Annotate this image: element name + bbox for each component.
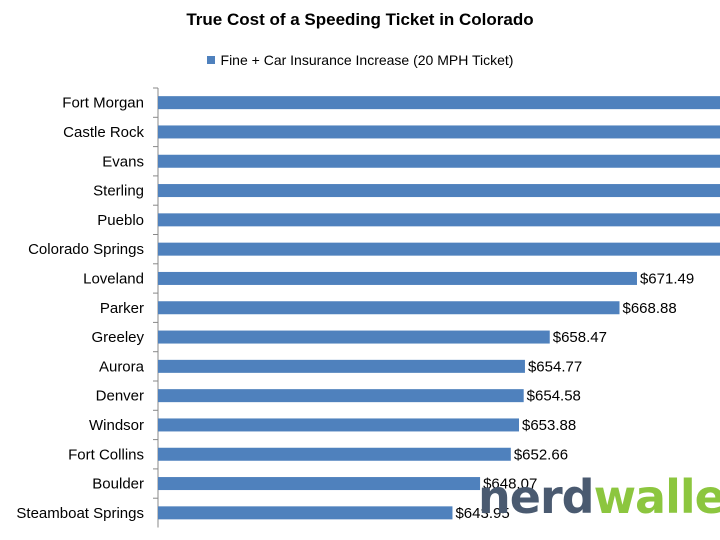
- bar: [158, 359, 525, 373]
- bar: [158, 477, 481, 491]
- data-label: $654.58: [527, 388, 581, 405]
- bar: [158, 301, 620, 315]
- category-label: Loveland: [83, 270, 144, 287]
- bar: [158, 213, 720, 227]
- data-label: $648.07: [483, 476, 537, 493]
- bar: [158, 271, 637, 285]
- bar: [158, 330, 550, 344]
- chart-title: True Cost of a Speeding Ticket in Colora…: [186, 10, 534, 29]
- category-label: Greeley: [91, 329, 144, 346]
- logo-part-nerd: nerd: [478, 470, 595, 524]
- nerdwallet-logo: nerdwallet: [478, 474, 720, 520]
- data-label: $643.95: [455, 505, 509, 522]
- category-label: Denver: [96, 388, 144, 405]
- bar: [158, 506, 453, 520]
- legend-label: Fine + Car Insurance Increase (20 MPH Ti…: [220, 52, 514, 68]
- category-label: Castle Rock: [63, 124, 144, 141]
- data-label: $671.49: [640, 270, 694, 287]
- data-label: $668.88: [622, 300, 676, 317]
- category-label: Aurora: [99, 358, 145, 375]
- category-label: Windsor: [89, 417, 144, 434]
- chart-legend: Fine + Car Insurance Increase (20 MPH Ti…: [0, 52, 720, 68]
- category-label: Colorado Springs: [28, 241, 144, 258]
- bar: [158, 418, 519, 432]
- data-label: $658.47: [553, 329, 607, 346]
- data-label: $654.77: [528, 358, 582, 375]
- category-label: Boulder: [92, 476, 144, 493]
- bar: [158, 389, 524, 403]
- data-label: $652.66: [514, 446, 568, 463]
- category-label: Pueblo: [97, 212, 144, 229]
- bar: [158, 242, 720, 256]
- category-label: Fort Morgan: [62, 95, 144, 112]
- bar: [158, 125, 720, 139]
- logo-part-wallet: wallet: [593, 470, 720, 524]
- category-label: Parker: [100, 300, 144, 317]
- legend-swatch: [206, 56, 215, 65]
- bar: [158, 184, 720, 198]
- category-label: Fort Collins: [68, 446, 144, 463]
- bar: [158, 154, 720, 168]
- category-label: Sterling: [93, 183, 144, 200]
- bar: [158, 96, 720, 110]
- bar: [158, 447, 511, 461]
- category-label: Evans: [102, 153, 144, 170]
- category-label: Steamboat Springs: [16, 505, 144, 522]
- data-label: $653.88: [522, 417, 576, 434]
